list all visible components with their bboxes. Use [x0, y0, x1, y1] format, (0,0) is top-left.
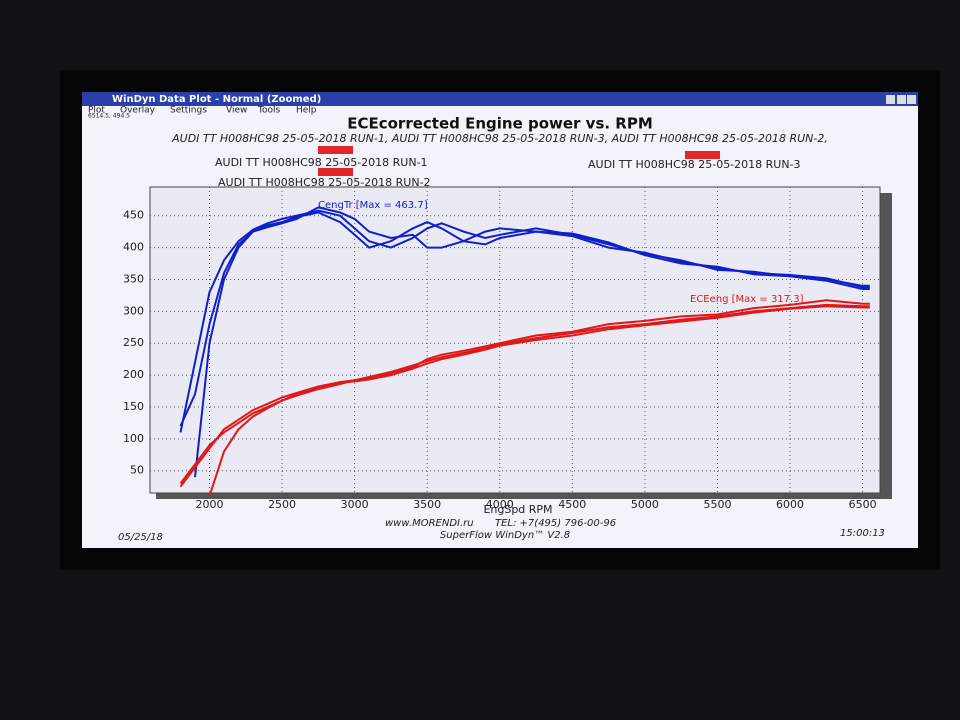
legend-label: AUDI TT H008HC98 25-05-2018 RUN-1 [215, 156, 428, 169]
torque-line [179, 209, 870, 433]
x-tick-label: 2500 [268, 498, 296, 511]
x-tick-label: 4000 [486, 498, 514, 511]
y-tick-label: 300 [123, 304, 144, 317]
maximize-button[interactable] [897, 95, 906, 104]
menu-item[interactable]: Tools [257, 106, 280, 116]
y-tick-label: 400 [123, 241, 144, 254]
legend-swatch [318, 168, 353, 176]
footer-time: 15:00:13 [840, 528, 885, 539]
x-tick-label: 4500 [558, 498, 586, 511]
x-tick-label: 3000 [341, 498, 369, 511]
power-line [179, 303, 870, 485]
legend-label: AUDI TT H008HC98 25-05-2018 RUN-2 [218, 176, 431, 189]
x-tick-label: 3500 [413, 498, 441, 511]
y-tick-label: 200 [123, 368, 144, 381]
x-axis-label: EngSpd RPM [483, 503, 552, 516]
y-tick-label: 450 [123, 209, 144, 222]
x-tick-label: 6000 [776, 498, 804, 511]
legend-label: AUDI TT H008HC98 25-05-2018 RUN-3 [588, 158, 801, 171]
legend-swatch [685, 151, 720, 159]
y-tick-label: 350 [123, 272, 144, 285]
status-coords: 6514.5, 494.5 [88, 113, 130, 120]
y-tick-label: 100 [123, 432, 144, 445]
y-tick-label: 50 [130, 464, 144, 477]
close-button[interactable] [907, 95, 916, 104]
x-tick-label: 6500 [849, 498, 877, 511]
legend-swatch [318, 146, 353, 154]
x-tick-label: 5000 [631, 498, 659, 511]
footer-software: SuperFlow WinDyn™ V2.8 [440, 530, 570, 541]
power-line [208, 305, 870, 497]
minimize-button[interactable] [886, 95, 895, 104]
chart-subtitle: AUDI TT H008HC98 25-05-2018 RUN-1, AUDI … [171, 132, 828, 145]
menu-item[interactable]: Plot [88, 106, 105, 116]
menu-item[interactable]: View [226, 106, 247, 116]
menu-item[interactable]: Settings [170, 106, 207, 116]
footer-phone: TEL: +7(495) 796-00-96 [495, 518, 616, 529]
footer-date: 05/25/18 [118, 532, 163, 543]
y-tick-label: 250 [123, 336, 144, 349]
chart-title: ECEcorrected Engine power vs. RPM [347, 115, 653, 133]
window-title: WinDyn Data Plot - Normal (Zoomed) [112, 94, 321, 105]
x-tick-label: 2000 [196, 498, 224, 511]
y-tick-label: 150 [123, 400, 144, 413]
menu-item[interactable]: Overlay [120, 106, 156, 116]
annotation: ECEeng [Max = 317.3] [690, 294, 804, 305]
footer-website: www.MORENDI.ru [385, 518, 474, 529]
annotation: CengTr [Max = 463.7] [318, 200, 428, 211]
title-bar [82, 92, 918, 106]
power-line [179, 299, 870, 488]
x-tick-label: 5500 [703, 498, 731, 511]
menu-item[interactable]: Help [296, 106, 317, 116]
torque-line [194, 211, 870, 478]
